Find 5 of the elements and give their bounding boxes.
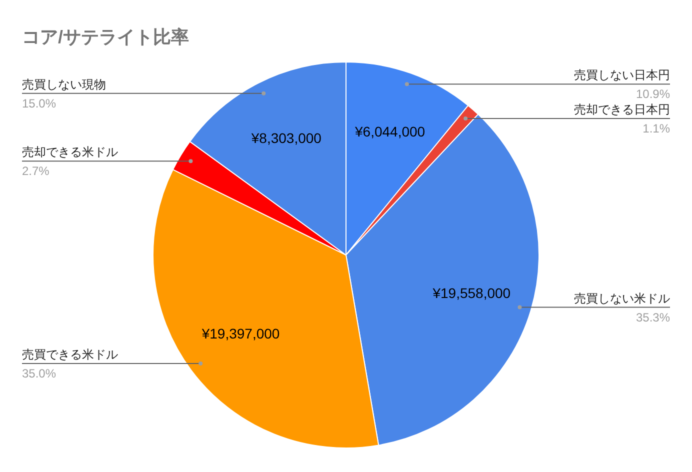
annotation: ¥19,397,000 (202, 325, 280, 342)
annotation: ¥6,044,000 (355, 123, 426, 140)
annotation: ¥19,558,000 (432, 284, 511, 301)
annotation: ¥8,303,000 (251, 130, 322, 146)
title: コア/サテライト比率 (22, 27, 190, 47)
